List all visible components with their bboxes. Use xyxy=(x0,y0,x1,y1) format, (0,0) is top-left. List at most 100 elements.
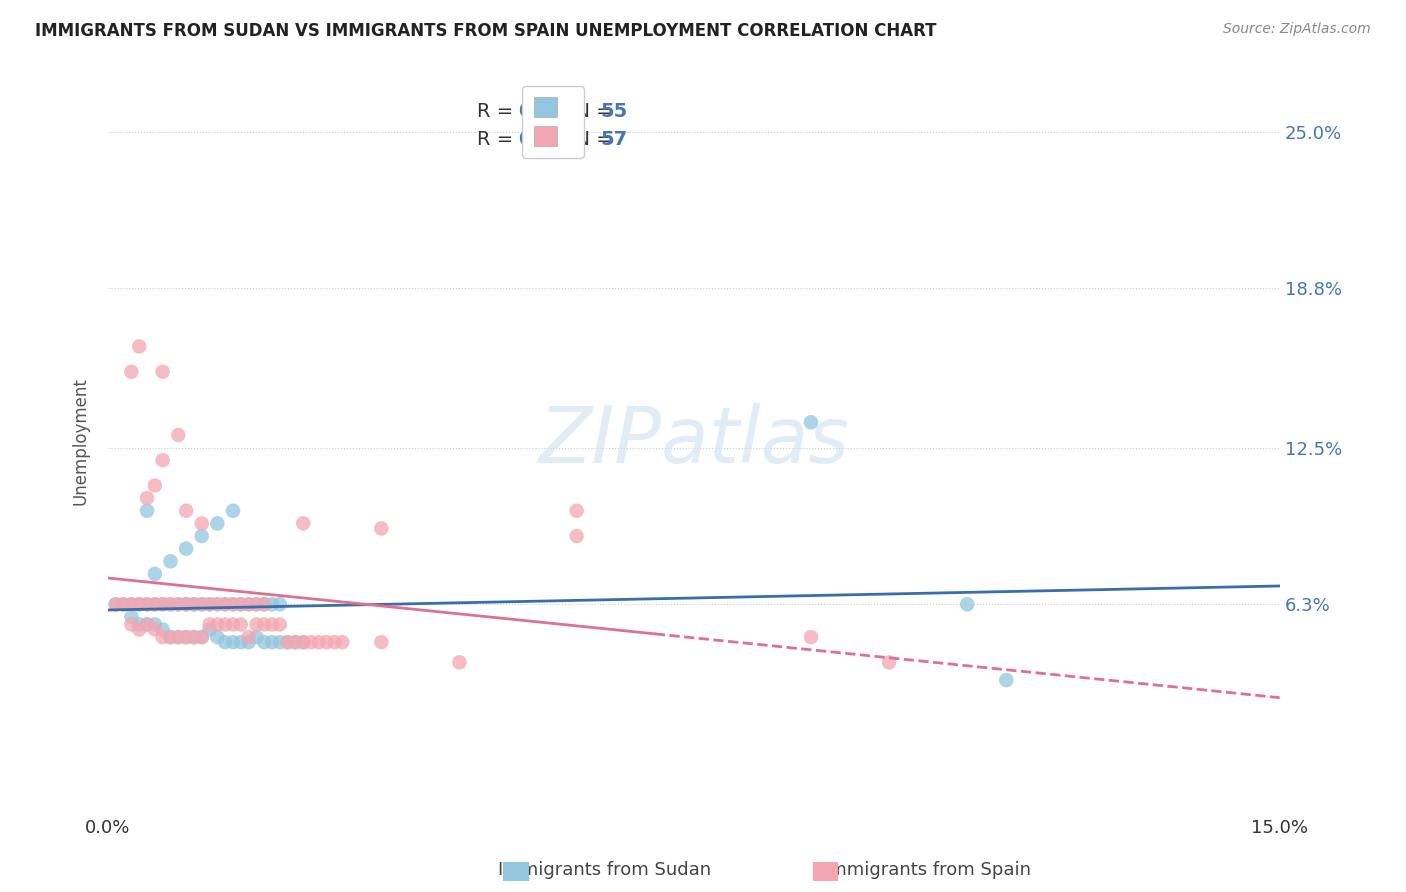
Point xyxy=(167,630,190,644)
Point xyxy=(229,597,252,611)
Point xyxy=(152,597,174,611)
Point xyxy=(207,630,229,644)
Point xyxy=(136,597,159,611)
Point xyxy=(229,635,252,649)
Point xyxy=(152,630,174,644)
Point xyxy=(159,630,181,644)
Point xyxy=(174,630,197,644)
Point xyxy=(277,635,299,649)
Point xyxy=(323,635,346,649)
Point xyxy=(238,597,260,611)
Point xyxy=(167,428,190,442)
Text: Immigrants from Spain: Immigrants from Spain xyxy=(824,861,1032,879)
Point xyxy=(238,630,260,644)
Point xyxy=(284,635,307,649)
Point xyxy=(112,597,135,611)
Point xyxy=(143,566,166,581)
Point xyxy=(269,597,291,611)
Point xyxy=(159,630,181,644)
Point xyxy=(253,617,276,632)
Point xyxy=(183,597,205,611)
Point xyxy=(292,635,315,649)
Point xyxy=(260,635,283,649)
Point xyxy=(222,597,245,611)
Point xyxy=(167,597,190,611)
Point xyxy=(222,635,245,649)
Point xyxy=(190,630,212,644)
Text: 55: 55 xyxy=(600,102,627,121)
Point xyxy=(308,635,330,649)
Text: Immigrants from Sudan: Immigrants from Sudan xyxy=(498,861,711,879)
Point xyxy=(190,529,212,543)
Point xyxy=(800,630,823,644)
Point xyxy=(128,617,150,632)
Point xyxy=(152,365,174,379)
Point xyxy=(253,597,276,611)
Point xyxy=(214,617,236,632)
Point xyxy=(143,597,166,611)
Point xyxy=(229,617,252,632)
Point xyxy=(183,597,205,611)
Point xyxy=(299,635,322,649)
Point xyxy=(207,597,229,611)
Point xyxy=(222,617,245,632)
Point xyxy=(174,630,197,644)
Point xyxy=(292,516,315,531)
Text: Source: ZipAtlas.com: Source: ZipAtlas.com xyxy=(1223,22,1371,37)
Point xyxy=(190,597,212,611)
Point xyxy=(159,554,181,568)
Point xyxy=(136,597,159,611)
Point xyxy=(167,630,190,644)
Text: N =: N = xyxy=(562,129,619,149)
Point xyxy=(315,635,337,649)
Point xyxy=(370,521,392,535)
Point xyxy=(128,623,150,637)
Point xyxy=(269,635,291,649)
Point xyxy=(152,623,174,637)
Point xyxy=(136,617,159,632)
Point xyxy=(222,504,245,518)
Point xyxy=(128,597,150,611)
Point xyxy=(190,516,212,531)
Point xyxy=(800,415,823,429)
Text: 0.019: 0.019 xyxy=(517,102,579,121)
Point xyxy=(245,617,267,632)
Point xyxy=(565,529,588,543)
Point xyxy=(253,635,276,649)
Point xyxy=(330,635,353,649)
Point xyxy=(245,597,267,611)
Point xyxy=(143,623,166,637)
Point xyxy=(159,597,181,611)
Point xyxy=(152,597,174,611)
Text: 57: 57 xyxy=(600,129,627,149)
Text: 0.090: 0.090 xyxy=(517,129,579,149)
Point xyxy=(245,630,267,644)
Point xyxy=(198,617,221,632)
Point xyxy=(152,453,174,467)
Point xyxy=(104,597,127,611)
Point xyxy=(253,597,276,611)
Point xyxy=(449,656,471,670)
Point xyxy=(183,630,205,644)
Point xyxy=(128,339,150,353)
Text: ZIPatlas: ZIPatlas xyxy=(538,403,849,479)
Point xyxy=(214,635,236,649)
Point xyxy=(174,504,197,518)
Point xyxy=(214,597,236,611)
Point xyxy=(238,597,260,611)
Y-axis label: Unemployment: Unemployment xyxy=(72,377,89,505)
Point xyxy=(128,597,150,611)
Point xyxy=(183,630,205,644)
Point xyxy=(174,597,197,611)
Point xyxy=(207,617,229,632)
Text: R =: R = xyxy=(477,129,520,149)
Point xyxy=(120,610,142,624)
Point xyxy=(112,597,135,611)
Point xyxy=(198,623,221,637)
Point xyxy=(245,597,267,611)
Point xyxy=(120,597,142,611)
Point xyxy=(284,635,307,649)
Point xyxy=(120,365,142,379)
Point xyxy=(565,504,588,518)
Point xyxy=(143,617,166,632)
